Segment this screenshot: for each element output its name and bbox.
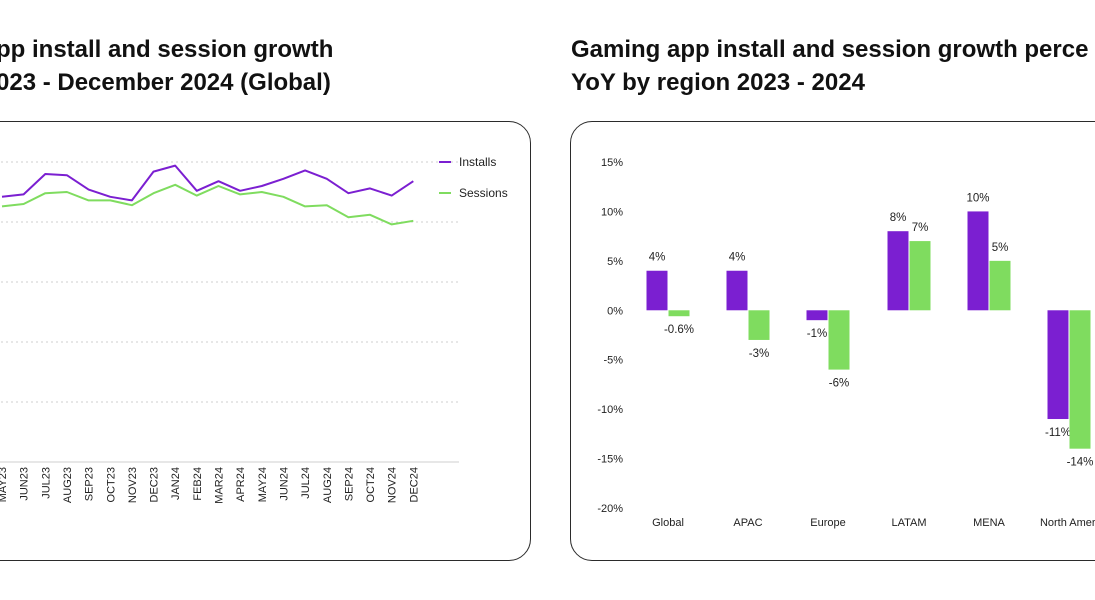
y-tick-label: 0% <box>607 305 623 317</box>
legend-label: Sessions <box>459 186 508 200</box>
x-tick-label: JUL23 <box>40 467 52 499</box>
bar-data-label: -0.6% <box>664 324 694 336</box>
installs-bar <box>646 270 668 311</box>
x-tick-label: NOV23 <box>127 467 139 503</box>
x-category-label: LATAM <box>891 517 926 529</box>
y-tick-label: -5% <box>603 355 623 367</box>
sessions-bar <box>909 241 931 311</box>
y-tick-label: 5% <box>607 256 623 268</box>
x-tick-label: JAN24 <box>170 467 182 500</box>
line-chart: MAY23 JUN23 JUL23 AUG23 SEP23 OCT23 NOV23 DEC23… <box>0 155 508 504</box>
x-category-label: MENA <box>973 517 1005 529</box>
installs-bar <box>967 211 989 311</box>
sessions-bar <box>748 310 770 340</box>
y-tick-label: -20% <box>597 503 623 515</box>
bar-data-label: -6% <box>829 378 849 390</box>
bar-chart-title-line-2: YoY by region 2023 - 2024 <box>571 69 865 96</box>
x-tick-label: JUN23 <box>19 467 31 501</box>
x-tick-label: DEC23 <box>149 467 161 502</box>
x-tick-label: JUL24 <box>300 467 312 499</box>
legend-label: Installs <box>459 155 496 169</box>
x-tick-label: DEC24 <box>408 467 420 502</box>
y-tick-label: -15% <box>597 454 623 466</box>
x-category-label: North Ameri <box>1040 517 1095 529</box>
sessions-bar <box>989 260 1011 311</box>
x-tick-label: FEB24 <box>192 467 204 501</box>
x-category-label: APAC <box>733 517 762 529</box>
x-tick-label: AUG23 <box>62 467 74 503</box>
x-tick-label: AUG24 <box>322 467 334 503</box>
bar-data-label: 4% <box>649 252 666 264</box>
line-chart-title-line-2: 023 - December 2024 (Global) <box>0 69 331 96</box>
x-tick-label: APR24 <box>235 467 247 502</box>
installs-bar <box>726 270 748 311</box>
bar-data-label: 8% <box>890 212 907 224</box>
x-tick-label: NOV24 <box>387 467 399 503</box>
sessions-bar <box>1069 310 1091 449</box>
installs-line <box>1 164 414 202</box>
x-tick-label: MAY24 <box>257 467 269 502</box>
x-category-label: Europe <box>810 517 845 529</box>
line-chart-title: pp install and session growth 023 - Dece… <box>0 33 333 99</box>
line-chart-title-line-1: pp install and session growth <box>0 36 334 63</box>
y-tick-label: 10% <box>601 206 623 218</box>
bar-chart-title: Gaming app install and session growth pe… <box>571 33 1088 99</box>
bar-chart-title-line-1: Gaming app install and session growth pe… <box>571 36 1089 63</box>
bar-chart: 15% 10% 5% 0% -5% -10% -15% -20% 4% -0.6% Global 4%… <box>597 157 1095 529</box>
bar-data-label: -3% <box>749 348 769 360</box>
x-tick-label: SEP24 <box>343 467 355 501</box>
bar-data-label: -14% <box>1067 457 1094 469</box>
sessions-bar <box>828 310 850 370</box>
x-tick-label: MAY23 <box>0 467 9 502</box>
installs-bar <box>806 310 828 321</box>
bar-data-label: 5% <box>992 242 1009 254</box>
y-tick-label: -10% <box>597 404 623 416</box>
x-tick-label: OCT24 <box>365 467 377 502</box>
bar-data-label: 10% <box>966 192 989 204</box>
sessions-line <box>1 183 414 226</box>
x-tick-label: JUN24 <box>278 467 290 501</box>
x-category-label: Global <box>652 517 684 529</box>
bar-data-label: -11% <box>1045 427 1071 439</box>
y-tick-label: 15% <box>601 157 623 169</box>
x-tick-label: MAR24 <box>214 467 226 504</box>
bar-data-label: -1% <box>807 328 827 340</box>
line-chart-panel: MAY23 JUN23 JUL23 AUG23 SEP23 OCT23 NOV23 DEC23… <box>0 121 531 561</box>
bar-data-label: 7% <box>912 222 929 234</box>
x-tick-label: SEP23 <box>84 467 96 501</box>
bar-data-label: 4% <box>729 252 746 264</box>
x-tick-label: OCT23 <box>105 467 117 502</box>
installs-bar <box>1047 310 1069 420</box>
bar-chart-panel: 15% 10% 5% 0% -5% -10% -15% -20% 4% -0.6% Global 4%… <box>570 121 1095 561</box>
installs-bar <box>887 231 909 311</box>
sessions-bar <box>668 310 690 317</box>
